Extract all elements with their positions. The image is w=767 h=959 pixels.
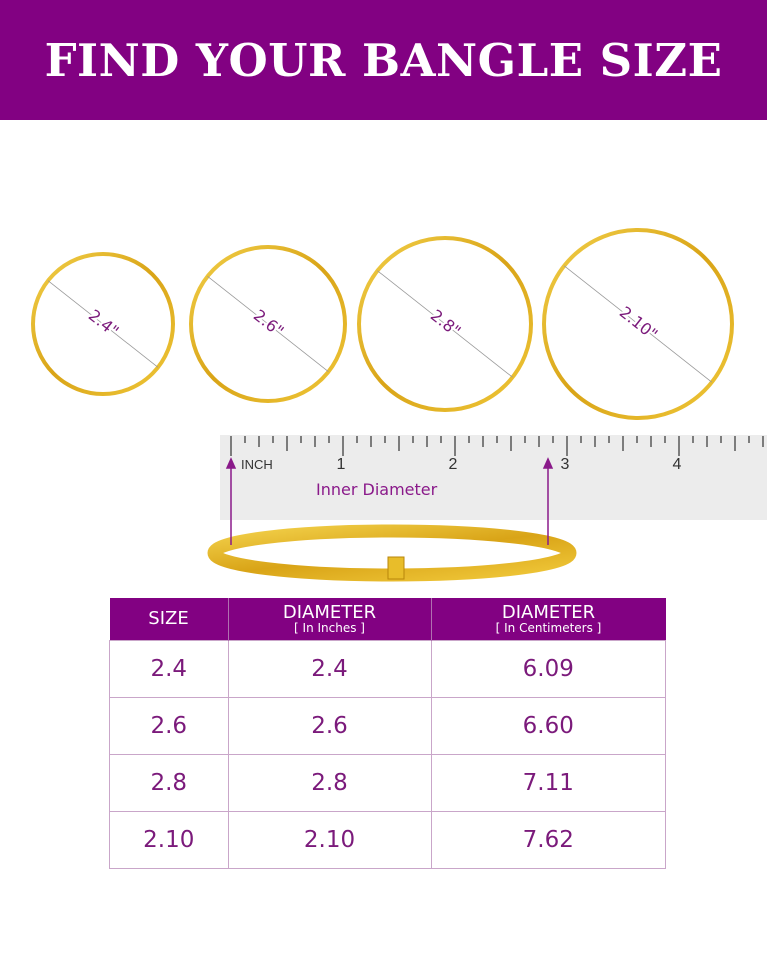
table-row: 2.4 2.4 6.09 xyxy=(109,640,666,698)
bangle-circle xyxy=(31,252,175,396)
bangle-size-label: 2.4" xyxy=(85,306,123,341)
bangle-circle xyxy=(189,245,347,403)
inner-diameter-arrows xyxy=(225,457,554,545)
cell-size: 2.10 xyxy=(109,811,229,869)
title-banner: FIND YOUR BANGLE SIZE xyxy=(0,0,767,120)
header-diameter-cm: DIAMETER[ In Centimeters ] xyxy=(431,598,666,641)
page-title: FIND YOUR BANGLE SIZE xyxy=(44,33,723,87)
bangle-size-label: 2.6" xyxy=(250,306,288,341)
table-row: 2.6 2.6 6.60 xyxy=(109,697,666,755)
cell-inches: 2.8 xyxy=(227,754,432,812)
size-chart-table: SIZE DIAMETER[ In Inches ] DIAMETER[ In … xyxy=(109,598,666,869)
ruler-number: 3 xyxy=(561,456,570,473)
header-diameter-inches: DIAMETER[ In Inches ] xyxy=(228,598,432,641)
bangle-clasp xyxy=(387,556,405,580)
ruler-number: 1 xyxy=(337,456,346,473)
diameter-line xyxy=(377,270,513,378)
bangle-circle xyxy=(542,228,734,420)
cell-inches: 2.4 xyxy=(227,640,432,698)
cell-inches: 2.6 xyxy=(227,697,432,755)
header-size: SIZE xyxy=(109,598,229,641)
table-row: 2.10 2.10 7.62 xyxy=(109,811,666,869)
table-row: 2.8 2.8 7.11 xyxy=(109,754,666,812)
bangle-size-label: 2.8" xyxy=(427,306,465,341)
cell-size: 2.8 xyxy=(109,754,229,812)
diameter-line xyxy=(563,265,713,383)
cell-size: 2.6 xyxy=(109,697,229,755)
bangle-circle xyxy=(357,236,533,412)
cell-size: 2.4 xyxy=(109,640,229,698)
bangle-size-label: 2.10" xyxy=(616,302,662,344)
ruler xyxy=(220,435,767,520)
ruler-number: 4 xyxy=(673,456,682,473)
ruler-unit-label: INCH xyxy=(241,457,273,472)
diameter-line xyxy=(47,280,159,368)
cell-cm: 6.60 xyxy=(430,697,666,755)
inner-diameter-label: Inner Diameter xyxy=(316,480,438,499)
cell-cm: 7.11 xyxy=(430,754,666,812)
diameter-line xyxy=(207,276,329,372)
cell-cm: 6.09 xyxy=(430,640,666,698)
cell-inches: 2.10 xyxy=(227,811,432,869)
cell-cm: 7.62 xyxy=(430,811,666,869)
ruler-number: 2 xyxy=(449,456,458,473)
